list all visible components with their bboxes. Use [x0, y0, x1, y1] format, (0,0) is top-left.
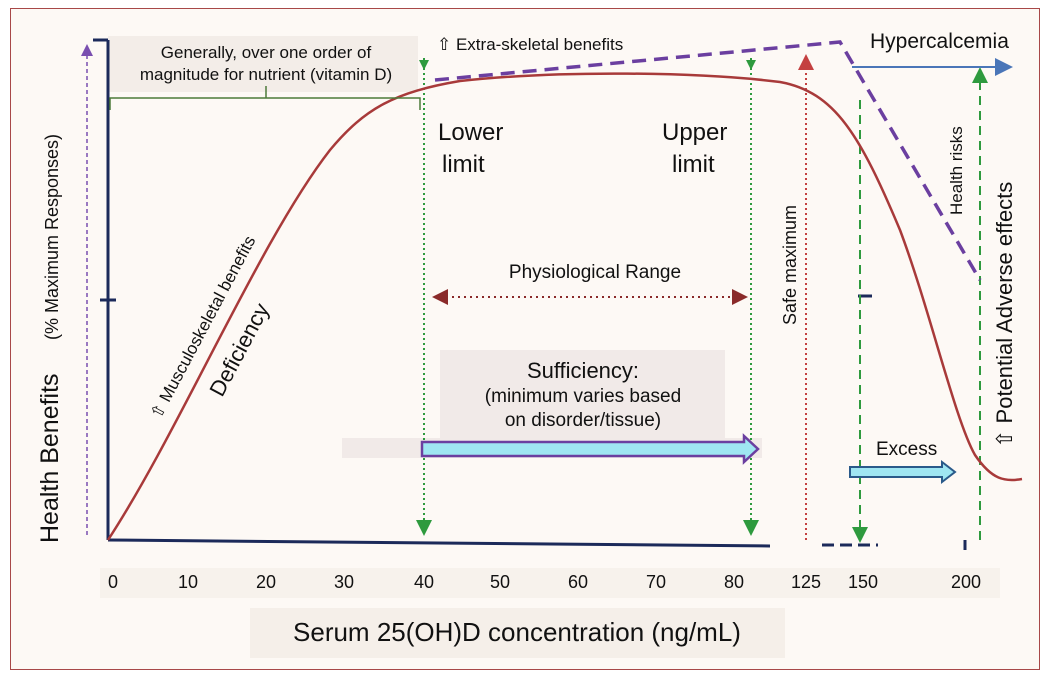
x-tick-label: 80 [724, 572, 744, 592]
y-axis-sublabel: (% Maximum Responses) [42, 134, 62, 340]
lower-limit-top-arrow [419, 60, 429, 70]
magnitude-bracket [109, 86, 421, 110]
hypercalcemia-label: Hypercalcemia [870, 30, 1009, 53]
x-label-panel [250, 608, 785, 658]
excess-label: Excess [876, 439, 937, 460]
x-tick-label: 50 [490, 572, 510, 592]
excess-arrow [849, 459, 957, 485]
x-tick-label: 0 [108, 572, 118, 592]
potential-adverse-label: ⇧ Potential Adverse effects [992, 182, 1017, 448]
x-axis-label: Serum 25(OH)D concentration (ng/mL) [293, 617, 741, 647]
x-tick-label: 30 [334, 572, 354, 592]
physiological-range-label: Physiological Range [509, 262, 681, 283]
upper-limit-top-arrow [746, 60, 756, 70]
x-axis [107, 538, 771, 548]
lower-limit-line1: Lower [438, 119, 503, 146]
upper-limit-line1: Upper [662, 119, 727, 146]
extra-skeletal-label: ⇧ Extra-skeletal benefits [437, 35, 623, 54]
safe-maximum-label: Safe maximum [780, 205, 800, 325]
x-tick-label: 150 [848, 572, 878, 592]
x-tick-label: 200 [951, 572, 981, 592]
sufficiency-line2: (minimum varies based [485, 386, 681, 407]
bracket-note-line1: Generally, over one order of [161, 43, 372, 62]
lower-limit-line2: limit [442, 151, 485, 178]
x-tick-label: 125 [791, 572, 821, 592]
sufficiency-panel [440, 350, 725, 440]
x-tick-label: 70 [646, 572, 666, 592]
sufficiency-line3: on disorder/tissue) [505, 410, 661, 431]
health-benefit-curve [106, 72, 1023, 541]
figure-frame [10, 8, 1040, 670]
x-tick-label: 20 [256, 572, 276, 592]
x-tick-label: 10 [178, 572, 198, 592]
upper-limit-line2: limit [672, 151, 715, 178]
y-axis-label: Health Benefits [36, 373, 64, 543]
x-tick-label: 40 [414, 572, 434, 592]
sufficiency-arrow [420, 433, 760, 465]
extra-skeletal-dashed-line [434, 40, 982, 281]
health-risks-label: Health risks [947, 126, 966, 215]
x-tick-label: 60 [568, 572, 588, 592]
sufficiency-line1: Sufficiency: [527, 358, 639, 383]
note-panel [108, 36, 418, 92]
bracket-note-line2: magnitude for nutrient (vitamin D) [140, 65, 392, 84]
ticks-panel [100, 568, 1000, 598]
